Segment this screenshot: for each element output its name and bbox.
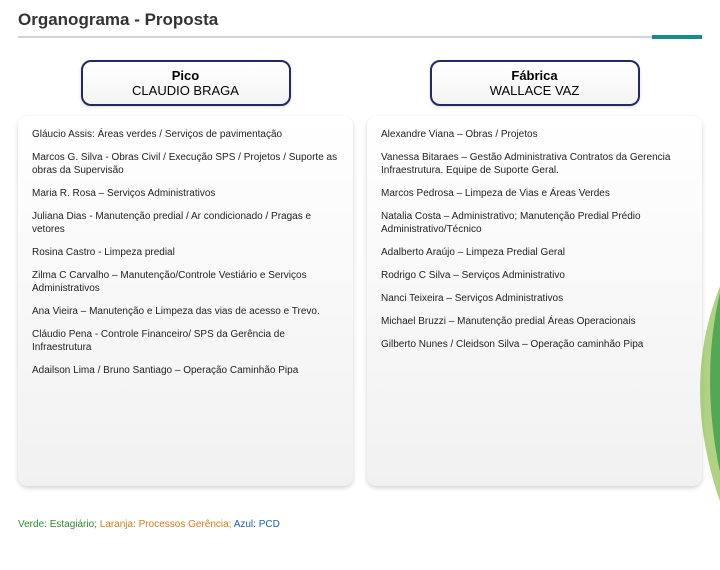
list-item: Juliana Dias - Manutenção predial / Ar c… bbox=[32, 210, 339, 236]
list-item: Nanci Teixeira – Serviços Administrativo… bbox=[381, 292, 688, 305]
list-item: Alexandre Viana – Obras / Projetos bbox=[381, 128, 688, 141]
title-divider bbox=[18, 36, 702, 38]
right-header-chip: Fábrica WALLACE VAZ bbox=[430, 60, 640, 106]
list-item: Adalberto Araújo – Limpeza Predial Geral bbox=[381, 246, 688, 259]
list-item: Marcos Pedrosa – Limpeza de Vias e Áreas… bbox=[381, 187, 688, 200]
left-panel: Gláucio Assis: Áreas verdes / Serviços d… bbox=[18, 116, 353, 486]
org-columns: Pico CLAUDIO BRAGA Gláucio Assis: Áreas … bbox=[0, 60, 720, 486]
legend-green: Verde: Estagiário; bbox=[18, 519, 97, 530]
list-item: Gilberto Nunes / Cleidson Silva – Operaç… bbox=[381, 338, 688, 351]
list-item: Adailson Lima / Bruno Santiago – Operaçã… bbox=[32, 364, 339, 377]
left-column: Pico CLAUDIO BRAGA Gláucio Assis: Áreas … bbox=[18, 60, 353, 486]
list-item: Michael Bruzzi – Manutenção predial Área… bbox=[381, 315, 688, 328]
list-item: Marcos G. Silva - Obras Civil / Execução… bbox=[32, 151, 339, 177]
list-item: Rodrigo C Silva – Serviços Administrativ… bbox=[381, 269, 688, 282]
left-header-chip: Pico CLAUDIO BRAGA bbox=[81, 60, 291, 106]
legend: Verde: Estagiário; Laranja: Processos Ge… bbox=[18, 519, 280, 530]
list-item: Ana Vieira – Manutenção e Limpeza das vi… bbox=[32, 305, 339, 318]
legend-blue: Azul: PCD bbox=[234, 519, 280, 530]
right-panel: Alexandre Viana – Obras / Projetos Vaness… bbox=[367, 116, 702, 486]
right-header-title: Fábrica bbox=[442, 68, 628, 83]
legend-orange: Laranja: Processos Gerência; bbox=[100, 519, 232, 530]
list-item: Gláucio Assis: Áreas verdes / Serviços d… bbox=[32, 128, 339, 141]
list-item: Vanessa Bitaraes – Gestão Administrativa… bbox=[381, 151, 688, 177]
list-item: Rosina Castro - Limpeza predial bbox=[32, 246, 339, 259]
list-item: Natalia Costa – Administrativo; Manutenç… bbox=[381, 210, 688, 236]
left-header-sub: CLAUDIO BRAGA bbox=[93, 83, 279, 98]
list-item: Cláudio Pena - Controle Financeiro/ SPS … bbox=[32, 328, 339, 354]
right-header-sub: WALLACE VAZ bbox=[442, 83, 628, 98]
page-title: Organograma - Proposta bbox=[18, 10, 702, 30]
list-item: Zilma C Carvalho – Manutenção/Controle V… bbox=[32, 269, 339, 295]
right-column: Fábrica WALLACE VAZ Alexandre Viana – Ob… bbox=[367, 60, 702, 486]
left-header-title: Pico bbox=[93, 68, 279, 83]
list-item: Maria R. Rosa – Serviços Administrativos bbox=[32, 187, 339, 200]
